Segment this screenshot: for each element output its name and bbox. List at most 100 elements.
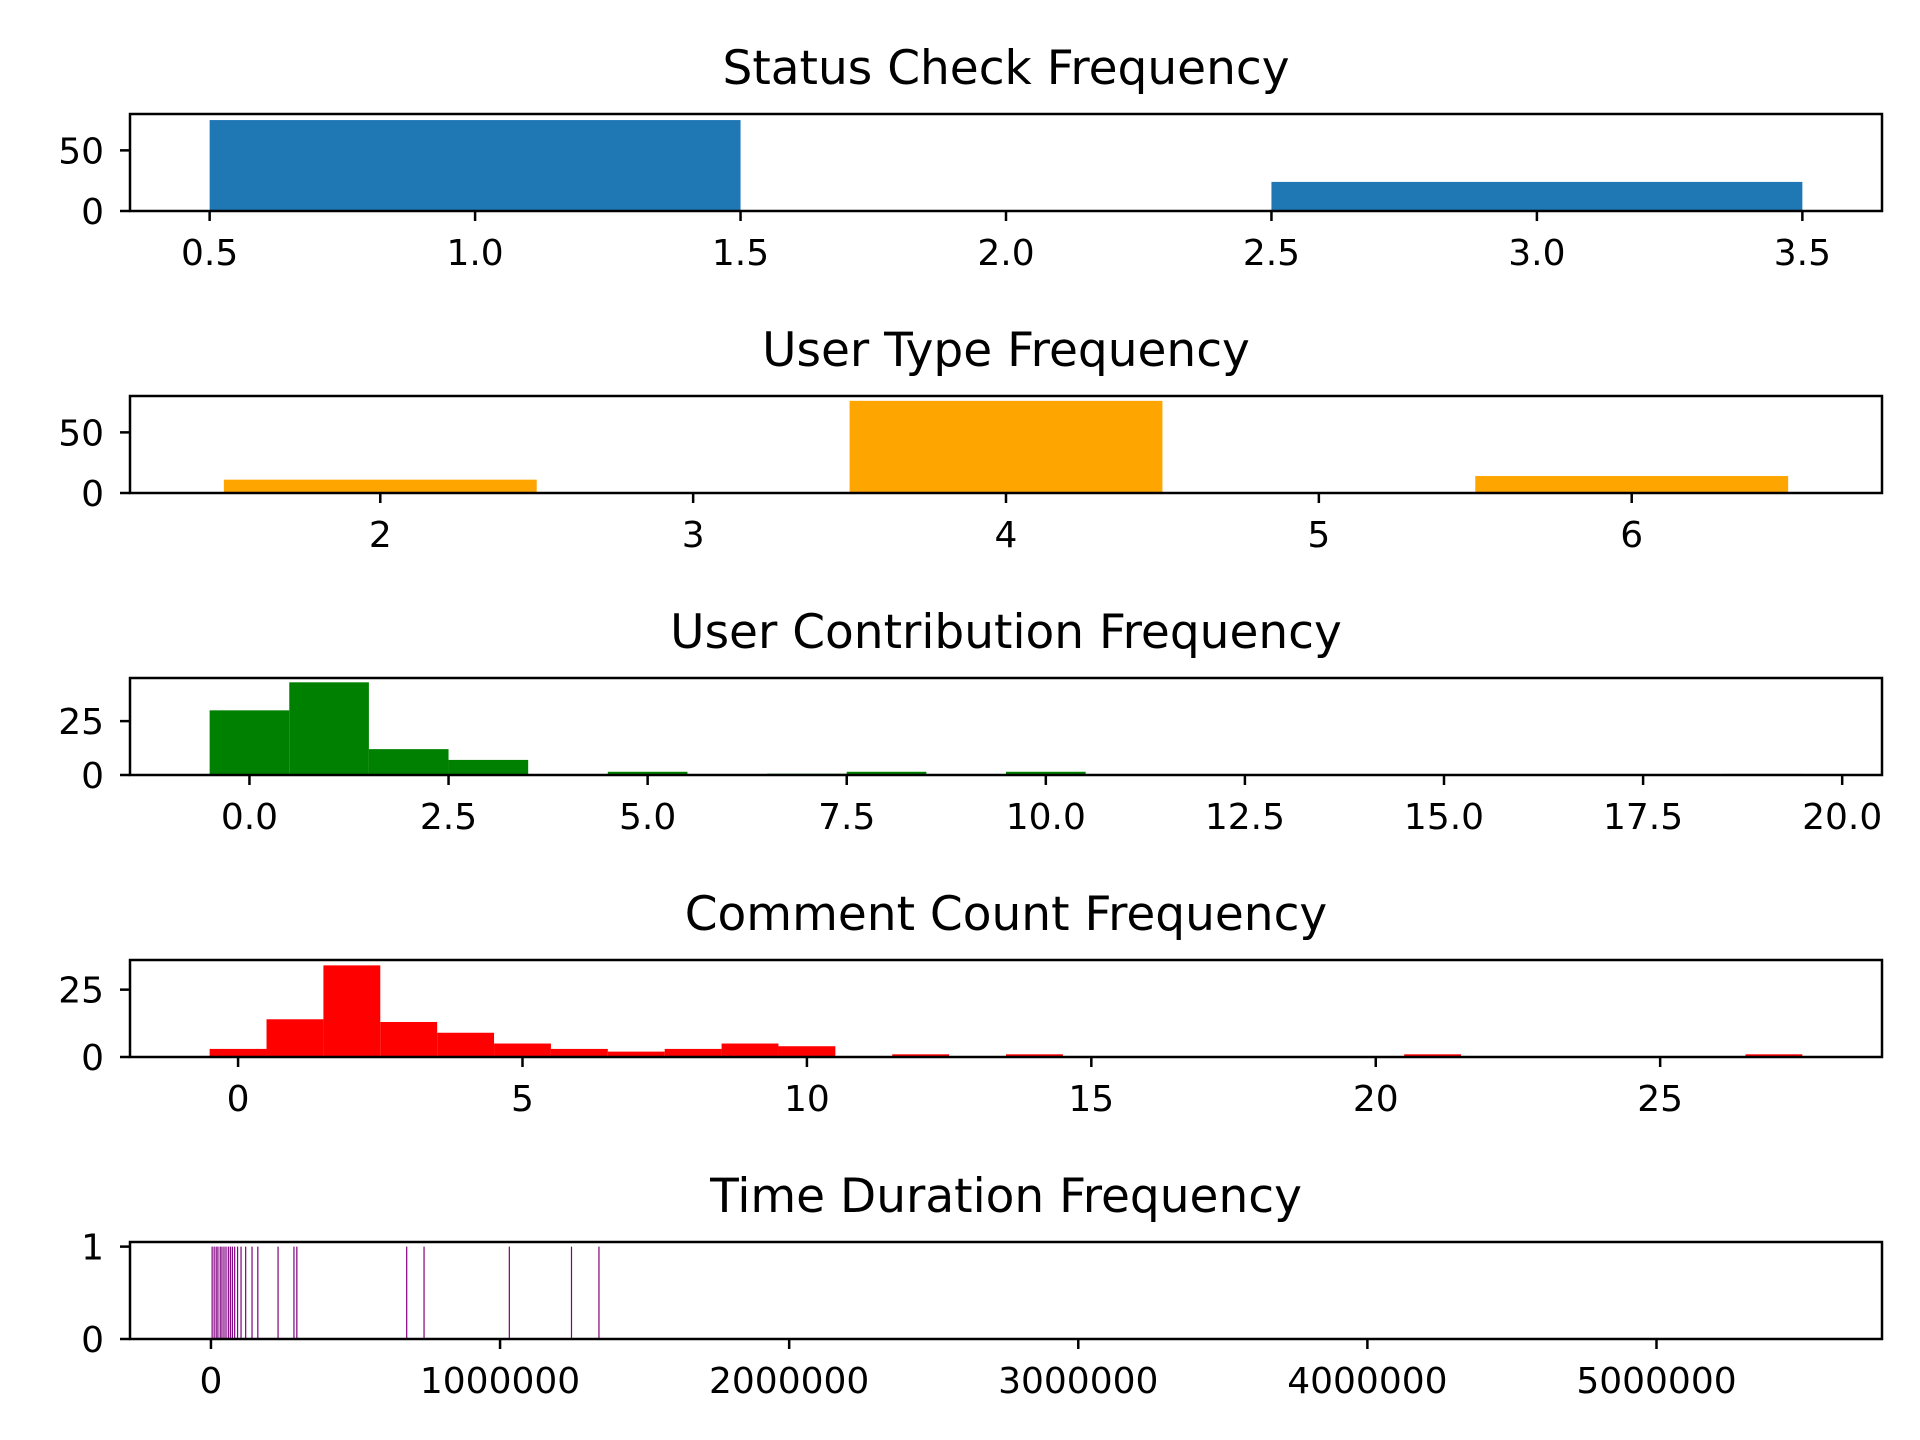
- y-tick-label: 0: [81, 474, 104, 515]
- histogram-bar: [293, 1246, 295, 1339]
- histogram-bar: [607, 771, 688, 775]
- x-tick-label: 2.5: [1243, 233, 1300, 274]
- histogram-bar: [240, 1246, 242, 1339]
- x-tick-label: 5: [511, 1079, 534, 1120]
- x-tick-label: 1.5: [712, 233, 769, 274]
- axes-frame: [128, 1240, 1884, 1341]
- histogram-bar: [570, 1246, 573, 1339]
- x-tick-label: 7.5: [818, 797, 875, 838]
- subplot: Time Duration Frequency 0 1000000 2000000 30…: [81, 1169, 1884, 1402]
- histogram-bar: [778, 1046, 836, 1057]
- histogram-bar: [251, 1246, 253, 1339]
- histogram-bar: [423, 1246, 425, 1339]
- histogram-bar: [598, 1246, 600, 1339]
- histogram-bar: [257, 1246, 259, 1339]
- x-tick-label: 3000000: [998, 1361, 1158, 1402]
- x-tick-label: 1.0: [446, 233, 503, 274]
- histogram-bar: [1006, 1054, 1063, 1057]
- x-tick-label: 2000000: [709, 1361, 869, 1402]
- histogram-bar: [221, 1246, 223, 1339]
- x-tick-label: 4000000: [1287, 1361, 1447, 1402]
- x-tick-label: 3.5: [1774, 233, 1831, 274]
- histogram-bar: [550, 1048, 608, 1057]
- histogram-bar: [494, 1043, 551, 1057]
- histogram-bar: [508, 1246, 510, 1339]
- x-tick-label: 20.0: [1802, 797, 1882, 838]
- histogram-bar: [323, 965, 381, 1057]
- chart-title: User Contribution Frequency: [670, 605, 1342, 660]
- x-tick-label: 0: [227, 1079, 250, 1120]
- x-tick-label: 0: [199, 1361, 222, 1402]
- histogram-bar: [217, 1246, 219, 1339]
- histogram-bar: [209, 710, 290, 775]
- x-tick-label: 4: [995, 515, 1018, 556]
- histogram-bar: [213, 1246, 215, 1339]
- y-tick-label: 50: [58, 413, 104, 454]
- y-tick-label: 0: [81, 756, 104, 797]
- subplot: Comment Count Frequency 0 5 10 15 20 25 0 25: [58, 887, 1884, 1120]
- x-tick-label: 0.5: [181, 233, 238, 274]
- x-tick-label: 15: [1068, 1079, 1114, 1120]
- histogram-bar: [277, 1246, 279, 1339]
- axes-frame: [128, 676, 1884, 777]
- x-tick-label: 12.5: [1205, 797, 1285, 838]
- histogram-bar: [225, 1246, 227, 1339]
- histogram-bar: [380, 1021, 438, 1057]
- x-tick-label: 5: [1307, 515, 1330, 556]
- histogram-bar: [849, 400, 1163, 493]
- x-tick-label: 2.5: [420, 797, 477, 838]
- histogram-bar: [223, 479, 537, 493]
- histogram-bar: [223, 1246, 225, 1339]
- histogram-bar: [209, 120, 741, 211]
- axes-frame: [128, 958, 1884, 1059]
- histogram-bar: [236, 1246, 239, 1339]
- histogram-bar: [1745, 1054, 1803, 1057]
- x-tick-label: 2.0: [977, 233, 1034, 274]
- histogram-bar: [721, 1043, 779, 1057]
- histogram-bar: [664, 1048, 722, 1057]
- x-tick-label: 2: [369, 515, 392, 556]
- chart-title: Status Check Frequency: [722, 41, 1289, 96]
- y-tick-label: 25: [58, 702, 104, 743]
- x-tick-label: 15.0: [1404, 797, 1484, 838]
- chart-title: Comment Count Frequency: [685, 887, 1328, 942]
- y-tick-label: 0: [81, 1320, 104, 1361]
- histogram-bar: [1404, 1054, 1462, 1057]
- y-tick-label: 50: [58, 131, 104, 172]
- histogram-bar: [437, 1032, 495, 1057]
- histogram-bar: [245, 1246, 247, 1339]
- histogram-bar: [211, 1246, 213, 1339]
- x-tick-label: 10: [784, 1079, 830, 1120]
- x-tick-label: 3.0: [1508, 233, 1565, 274]
- x-tick-label: 17.5: [1603, 797, 1683, 838]
- histogram-bar: [219, 1246, 221, 1339]
- histogram-bar: [448, 759, 529, 775]
- y-tick-label: 0: [81, 192, 104, 233]
- histogram-bar: [234, 1246, 236, 1339]
- histogram-bar: [215, 1246, 217, 1339]
- subplot-panels: Status Check Frequency 0.5 1.0 1.5 2.0 2.5 3.0…: [58, 41, 1884, 1402]
- histogram-bar: [892, 1054, 950, 1057]
- histogram-bar: [607, 1051, 665, 1057]
- x-tick-label: 5.0: [619, 797, 676, 838]
- histogram-bar: [266, 1019, 324, 1057]
- histogram-bar: [846, 771, 927, 775]
- histogram-bar: [289, 682, 369, 775]
- x-tick-label: 1000000: [420, 1361, 580, 1402]
- x-tick-label: 25: [1637, 1079, 1683, 1120]
- histogram-bar: [231, 1246, 233, 1339]
- x-tick-label: 5000000: [1576, 1361, 1736, 1402]
- x-tick-label: 20: [1353, 1079, 1399, 1120]
- subplot: Status Check Frequency 0.5 1.0 1.5 2.0 2.5 3.0…: [58, 41, 1884, 274]
- histogram-bar: [209, 1048, 267, 1057]
- y-tick-label: 25: [58, 971, 104, 1012]
- histogram-bar: [229, 1246, 231, 1339]
- histogram-bar: [1475, 476, 1789, 493]
- y-tick-label: 1: [81, 1228, 104, 1269]
- chart-title: Time Duration Frequency: [709, 1169, 1302, 1224]
- y-tick-label: 0: [81, 1038, 104, 1079]
- chart-title: User Type Frequency: [762, 323, 1250, 378]
- histogram-bar: [1006, 771, 1086, 775]
- x-tick-label: 10.0: [1006, 797, 1086, 838]
